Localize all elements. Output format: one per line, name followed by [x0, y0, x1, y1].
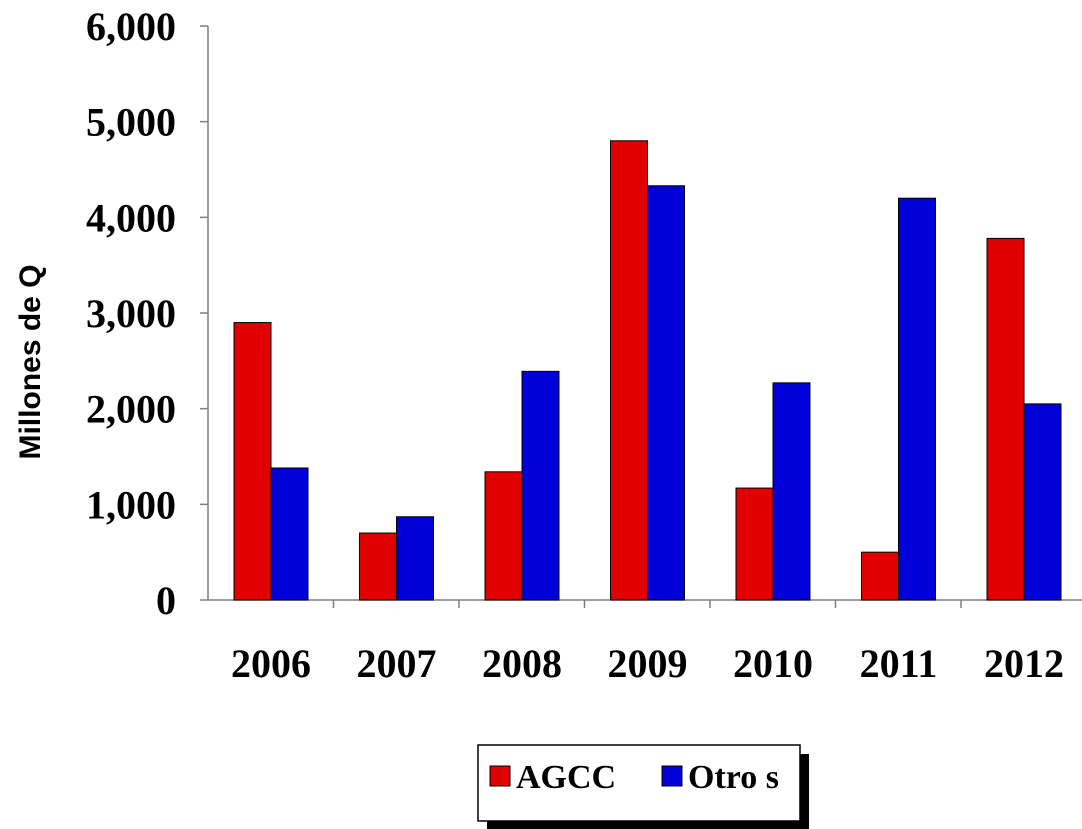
bar-otros-2008 [521, 370, 560, 601]
bar-agcc-2008 [484, 471, 523, 601]
x-tick-label: 2010 [733, 641, 813, 686]
bar-agcc-2011 [861, 551, 899, 601]
x-tick-label: 2012 [984, 641, 1064, 686]
chart-labels: 0 1,000 2,000 3,000 4,000 5,000 6,000 2006 2007 2… [86, 4, 1064, 686]
chart-axes [200, 25, 1082, 608]
legend: AGCC Otro s [477, 744, 809, 829]
y-tick-label: 4,000 [86, 195, 176, 240]
bar-otros-2007 [396, 516, 434, 601]
y-tick-label: 2,000 [86, 387, 176, 432]
bar-agcc-2010 [735, 487, 774, 601]
bar-agcc-2007 [359, 532, 397, 601]
bar-otros-2006 [270, 467, 309, 601]
y-axis-title: Millones de Q [14, 264, 47, 459]
x-tick-label: 2006 [231, 641, 311, 686]
x-tick-label: 2008 [482, 641, 562, 686]
bar-otros-2010 [772, 382, 811, 601]
bar-agcc-2012 [986, 237, 1025, 601]
y-tick-label: 6,000 [86, 4, 176, 49]
x-tick-label: 2007 [357, 641, 437, 686]
legend-swatch-otros [661, 765, 683, 787]
legend-swatch-agcc [489, 765, 511, 787]
chart-bars [233, 140, 1062, 601]
x-tick-label: 2011 [860, 641, 938, 686]
x-tick-label: 2009 [608, 641, 688, 686]
y-tick-label: 5,000 [86, 100, 176, 145]
legend-label: AGCC [516, 759, 616, 796]
bar-otros-2009 [647, 185, 685, 601]
bar-agcc-2009 [610, 140, 648, 601]
legend-box [477, 744, 801, 822]
bar-agcc-2006 [233, 322, 272, 601]
legend-label: Otro s [688, 759, 779, 796]
bar-otros-2011 [898, 197, 936, 601]
y-tick-label: 1,000 [86, 482, 176, 527]
bar-otros-2012 [1023, 403, 1062, 601]
y-tick-label: 0 [156, 578, 176, 623]
y-tick-label: 3,000 [86, 291, 176, 336]
